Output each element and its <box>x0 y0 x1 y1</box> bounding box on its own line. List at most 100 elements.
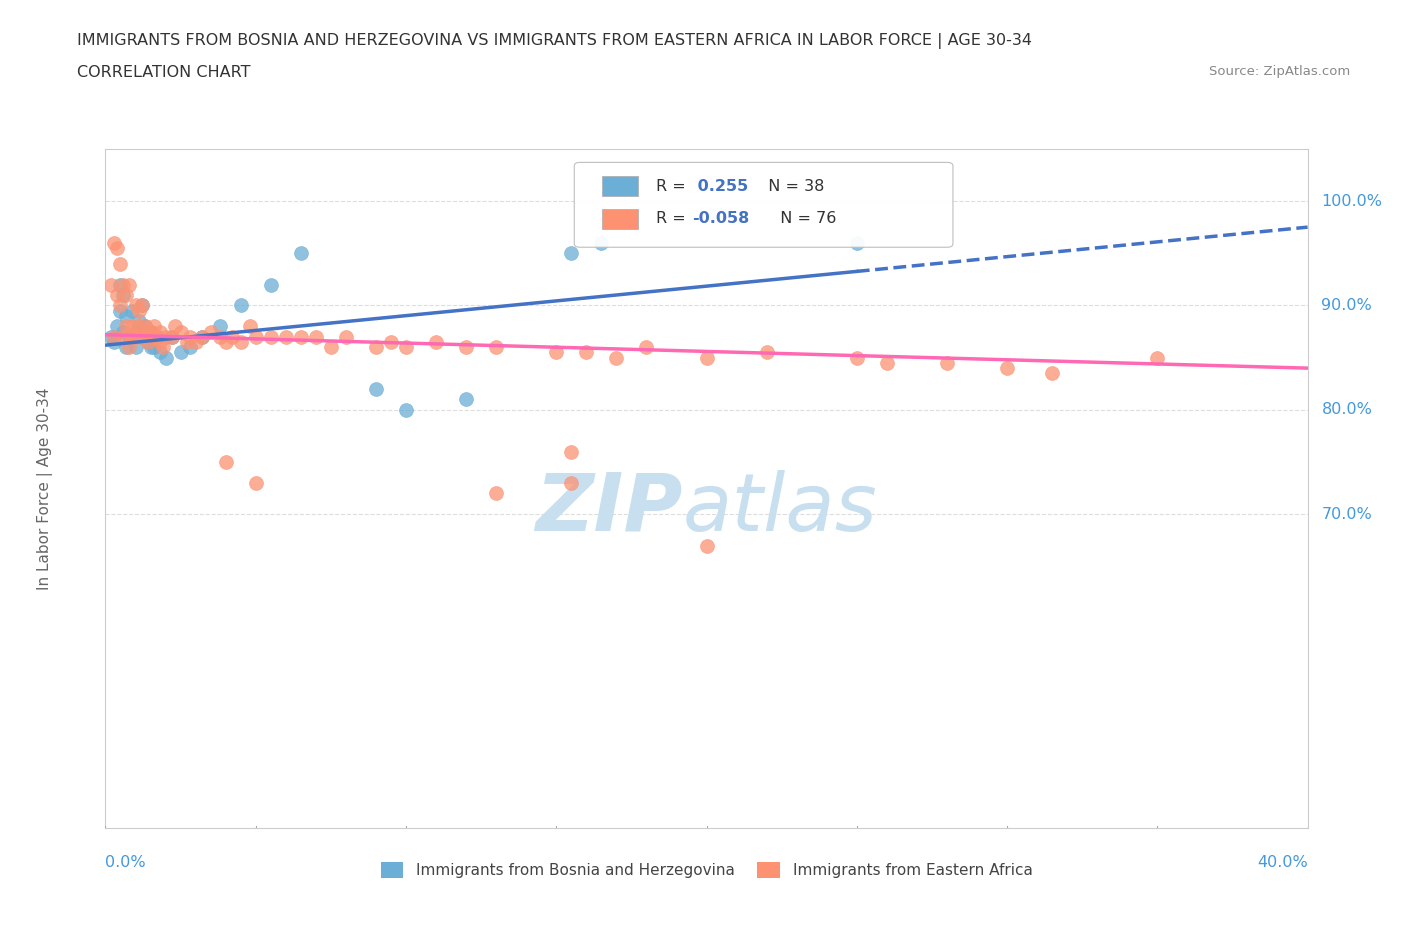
Point <box>591 235 613 250</box>
Point <box>110 303 132 318</box>
Point <box>605 351 627 365</box>
Point <box>274 329 297 344</box>
Point <box>131 329 153 344</box>
Point <box>876 355 898 370</box>
Point <box>112 329 135 344</box>
Point <box>124 325 146 339</box>
Point <box>179 339 201 354</box>
Text: Source: ZipAtlas.com: Source: ZipAtlas.com <box>1209 65 1350 78</box>
Text: In Labor Force | Age 30-34: In Labor Force | Age 30-34 <box>38 387 53 590</box>
Point <box>454 339 477 354</box>
Point <box>115 319 138 334</box>
Point <box>575 345 598 360</box>
Point <box>845 351 868 365</box>
Point <box>112 325 135 339</box>
Point <box>112 277 135 292</box>
Text: R =: R = <box>657 211 690 226</box>
Point <box>163 319 186 334</box>
Point <box>260 329 283 344</box>
Point <box>131 329 153 344</box>
Point <box>148 325 170 339</box>
Point <box>190 329 212 344</box>
Point <box>118 339 141 354</box>
Point <box>128 313 150 328</box>
Point <box>121 319 143 334</box>
Point <box>221 329 243 344</box>
Text: N = 76: N = 76 <box>770 211 837 226</box>
Point <box>110 298 132 312</box>
Point <box>485 486 508 501</box>
Point <box>142 339 165 354</box>
Point <box>121 303 143 318</box>
Point <box>128 303 150 318</box>
Point <box>214 455 236 470</box>
Point <box>100 277 122 292</box>
FancyBboxPatch shape <box>602 208 638 229</box>
Point <box>364 339 387 354</box>
Point <box>145 329 167 344</box>
Point <box>485 339 508 354</box>
Point <box>636 339 658 354</box>
Point <box>395 403 418 418</box>
Point <box>134 319 156 334</box>
Text: 100.0%: 100.0% <box>1322 193 1382 208</box>
Point <box>118 329 141 344</box>
Point <box>260 277 283 292</box>
Point <box>128 319 150 334</box>
Point <box>208 319 231 334</box>
Point <box>100 329 122 344</box>
Point <box>152 339 174 354</box>
Text: 80.0%: 80.0% <box>1322 403 1372 418</box>
Point <box>115 339 138 354</box>
Point <box>179 329 201 344</box>
FancyBboxPatch shape <box>602 176 638 196</box>
Point <box>190 329 212 344</box>
Point <box>245 329 267 344</box>
Point <box>208 329 231 344</box>
Point <box>245 475 267 490</box>
Point <box>142 319 165 334</box>
Point <box>121 329 143 344</box>
Point <box>290 329 312 344</box>
Point <box>155 329 177 344</box>
Point <box>560 246 582 260</box>
Text: CORRELATION CHART: CORRELATION CHART <box>77 65 250 80</box>
Point <box>103 235 125 250</box>
Point <box>124 329 146 344</box>
Point <box>335 329 357 344</box>
Point <box>139 325 162 339</box>
Point <box>755 345 778 360</box>
Point <box>200 325 222 339</box>
Point <box>454 392 477 407</box>
Point <box>560 475 582 490</box>
Point <box>103 329 125 344</box>
Text: 0.255: 0.255 <box>692 179 748 193</box>
Point <box>107 241 129 256</box>
Point <box>115 287 138 302</box>
Text: N = 38: N = 38 <box>758 179 824 193</box>
Point <box>290 246 312 260</box>
Point <box>319 339 342 354</box>
Point <box>160 329 183 344</box>
Legend: Immigrants from Bosnia and Herzegovina, Immigrants from Eastern Africa: Immigrants from Bosnia and Herzegovina, … <box>374 857 1039 884</box>
Point <box>560 445 582 459</box>
Text: 40.0%: 40.0% <box>1257 855 1308 870</box>
Text: ZIP: ZIP <box>536 470 682 548</box>
Point <box>136 335 159 350</box>
Point <box>696 538 718 553</box>
Point <box>145 329 167 344</box>
Text: atlas: atlas <box>682 470 877 548</box>
Text: -0.058: -0.058 <box>692 211 749 226</box>
Point <box>107 319 129 334</box>
Point <box>110 277 132 292</box>
Point <box>112 287 135 302</box>
Point <box>184 335 207 350</box>
Point <box>214 335 236 350</box>
Point <box>1146 351 1168 365</box>
Point <box>139 325 162 339</box>
FancyBboxPatch shape <box>574 163 953 247</box>
Point <box>134 329 156 344</box>
Point <box>176 335 198 350</box>
Text: 90.0%: 90.0% <box>1322 298 1372 313</box>
Point <box>139 329 162 344</box>
